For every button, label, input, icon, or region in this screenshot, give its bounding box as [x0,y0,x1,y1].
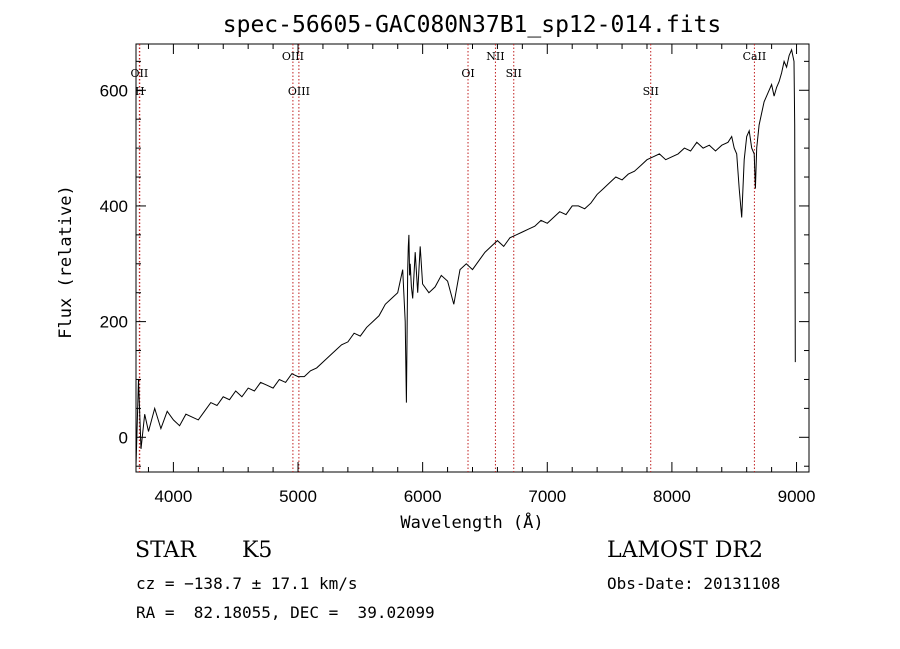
x-tick-label: 5000 [279,487,317,506]
x-tick-label: 7000 [528,487,566,506]
line-marker-label: OIII [288,85,310,98]
survey-label: LAMOST DR2 [607,538,763,563]
spectral-line-markers: OIIHOIIIOIIIOINIISIISIICaII [131,44,767,472]
object-class: STAR [135,538,196,563]
line-marker-label: CaII [743,50,767,63]
line-marker-label: SII [506,67,522,80]
chart-title: spec-56605-GAC080N37B1_sp12-014.fits [223,12,722,38]
x-tick-label: 9000 [778,487,816,506]
object-subclass: K5 [242,538,273,563]
line-marker-label: SII [643,85,659,98]
x-tick-label: 8000 [653,487,691,506]
y-tick-label: 0 [119,428,128,447]
y-tick-label: 200 [100,313,128,332]
obs-date-text: Obs-Date: 20131108 [607,574,781,593]
plot-frame [135,43,810,473]
y-axis-label: Flux (relative) [56,185,76,339]
spectrum-line [135,48,796,467]
axis-ticks: 4000 5000 6000 7000 8000 9000 0 200 400 600 [100,44,816,506]
y-tick-label: 600 [100,81,128,100]
coordinates-text: RA = 82.18055, DEC = 39.02099 [136,603,435,622]
x-axis-label: Wavelength (Å) [400,511,543,533]
line-marker-label: H [135,85,145,98]
line-marker-label: OI [461,67,474,80]
line-marker-label: OIII [282,50,304,63]
x-tick-label: 6000 [404,487,442,506]
x-tick-label: 4000 [154,487,192,506]
line-marker-label: NII [486,50,504,63]
redshift-text: cz = −138.7 ± 17.1 km/s [136,574,358,593]
y-tick-label: 400 [100,197,128,216]
